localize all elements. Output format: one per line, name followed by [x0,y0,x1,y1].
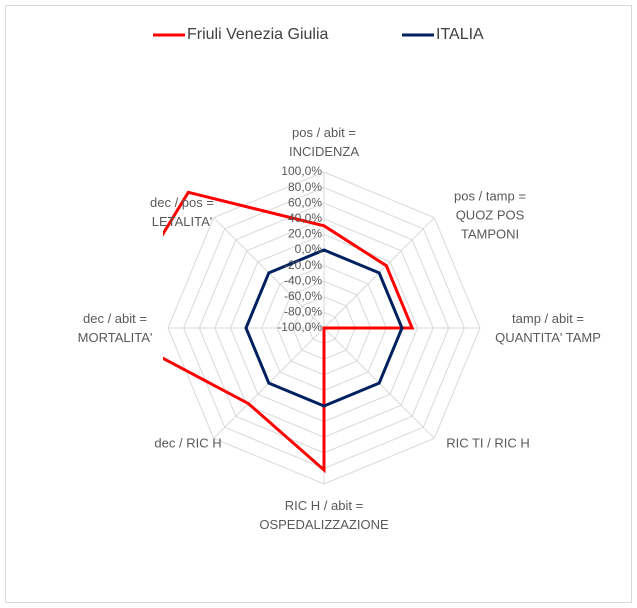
category-label: pos / abit = INCIDENZA [288,125,360,159]
category-label: RIC TI / RIC H [446,435,530,451]
series-line [244,248,404,408]
tick-label: 20,0% [288,227,322,241]
legend-label: ITALIA [436,26,484,43]
tick-label: -60,0% [284,289,322,303]
tick-label: 40,0% [288,211,322,225]
chart-border [5,5,632,603]
tick-label: 80,0% [288,180,322,194]
tick-label: -100,0% [277,320,322,334]
category-label: pos / tamp = QUOZ POS TAMPONI [454,188,526,242]
tick-label: -20,0% [284,258,322,272]
tick-label: 60,0% [288,195,322,209]
tick-label: 0,0% [295,242,323,256]
legend-label: Friuli Venezia Giulia [187,26,329,43]
category-label: dec / RIC H [154,435,222,451]
category-label: dec / pos = LETALITA' [150,195,214,229]
category-label: dec / abit = MORTALITA' [77,311,153,345]
tick-label: -80,0% [284,305,322,319]
tick-label: -40,0% [284,273,322,287]
category-label: RIC H / abit = OSPEDALIZZAZIONE [259,498,389,532]
series-line [163,190,415,474]
category-label: tamp / abit = QUANTITA' TAMP [495,311,601,345]
tick-label: 100,0% [281,164,322,178]
